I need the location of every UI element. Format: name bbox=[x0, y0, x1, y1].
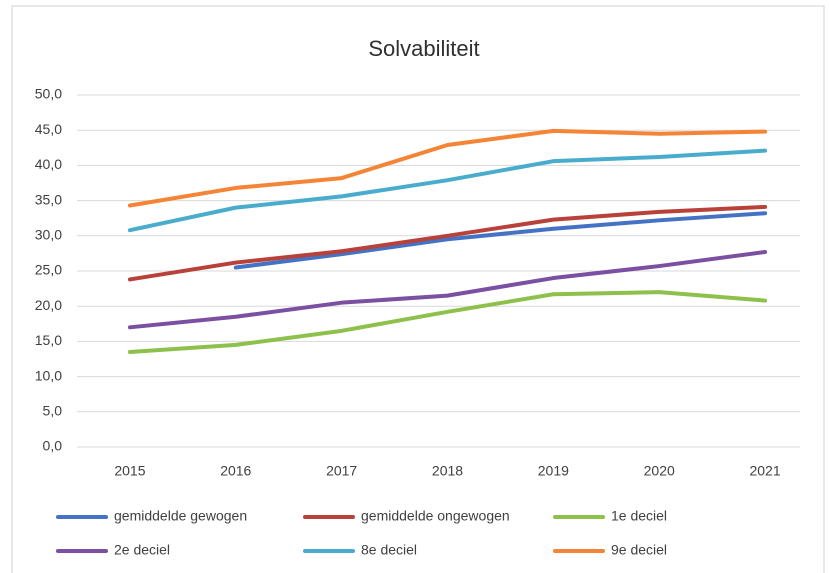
y-tick-label: 20,0 bbox=[35, 297, 62, 313]
chart-title: Solvabiliteit bbox=[368, 36, 479, 61]
y-tick-label: 35,0 bbox=[35, 191, 62, 207]
legend-label: 9e deciel bbox=[611, 542, 667, 558]
x-tick-label: 2021 bbox=[749, 463, 780, 479]
x-tick-label: 2020 bbox=[644, 463, 675, 479]
legend-label: gemiddelde gewogen bbox=[114, 508, 247, 524]
y-tick-label: 10,0 bbox=[35, 367, 62, 383]
y-tick-label: 50,0 bbox=[35, 86, 62, 102]
y-tick-label: 0,0 bbox=[43, 438, 63, 454]
series-line bbox=[127, 249, 768, 330]
chart-frame bbox=[11, 5, 825, 573]
y-tick-label: 15,0 bbox=[35, 332, 62, 348]
y-tick-label: 5,0 bbox=[43, 403, 63, 419]
legend-label: 2e deciel bbox=[114, 542, 170, 558]
x-tick-label: 2018 bbox=[432, 463, 463, 479]
series-line bbox=[127, 128, 768, 208]
x-tick-label: 2016 bbox=[220, 463, 251, 479]
legend-label: gemiddelde ongewogen bbox=[361, 508, 510, 524]
series-line bbox=[127, 290, 768, 354]
y-tick-label: 25,0 bbox=[35, 262, 62, 278]
series-line bbox=[233, 211, 768, 270]
y-tick-label: 40,0 bbox=[35, 156, 62, 172]
x-tick-label: 2015 bbox=[114, 463, 145, 479]
legend-label: 1e deciel bbox=[611, 508, 667, 524]
legend-label: 8e deciel bbox=[361, 542, 417, 558]
x-tick-label: 2019 bbox=[538, 463, 569, 479]
series-line bbox=[127, 204, 768, 282]
y-tick-label: 30,0 bbox=[35, 227, 62, 243]
x-tick-label: 2017 bbox=[326, 463, 357, 479]
series-line bbox=[127, 148, 768, 233]
y-tick-label: 45,0 bbox=[35, 121, 62, 137]
